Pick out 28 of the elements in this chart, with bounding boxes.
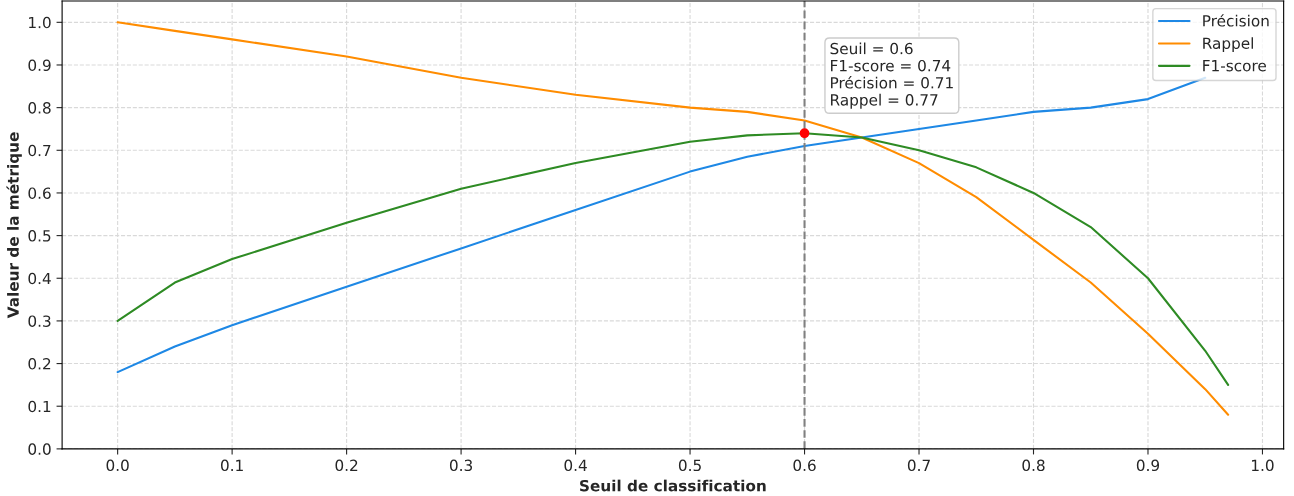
x-tick-label: 0.8 [1022, 459, 1045, 472]
legend-label: Rappel [1203, 37, 1253, 52]
y-tick-label: 0.9 [28, 59, 51, 71]
x-tick-label: 0.4 [564, 459, 587, 472]
x-tick-label: 0.1 [220, 459, 243, 472]
x-tick-label: 0.9 [1136, 459, 1160, 472]
y-tick-label: 0.4 [28, 272, 51, 285]
x-axis-title: Seuil de classification [580, 479, 766, 492]
x-tick-label: 0.5 [678, 459, 701, 472]
y-axis-title: Valeur de la métrique [6, 132, 22, 319]
y-tick-label: 0.5 [28, 230, 51, 242]
y-tick-label: 0.6 [28, 187, 51, 199]
x-tick-label: 0.7 [907, 459, 930, 472]
x-tick-label: 0.6 [793, 459, 816, 472]
legend-label: Précision [1203, 14, 1269, 27]
x-tick-label: 0.2 [335, 459, 358, 472]
x-tick-label: 1.0 [1252, 459, 1274, 472]
annotation: Seuil = 0.6 F1-score = 0.74 Précision = 0.71 Rappel = 0.77 [830, 42, 953, 109]
legend-label: F1-score [1203, 60, 1266, 72]
y-tick-label: 0.0 [28, 443, 51, 455]
y-tick-label: 0.1 [28, 400, 51, 413]
y-tick-label: 0.3 [28, 315, 51, 327]
x-tick-label: 0.3 [449, 459, 473, 472]
y-tick-label: 1.0 [29, 16, 51, 29]
y-tick-label: 0.2 [28, 358, 51, 370]
y-tick-label: 0.7 [28, 144, 51, 157]
x-tick-label: 0.0 [106, 459, 129, 472]
y-tick-label: 0.8 [28, 102, 51, 114]
